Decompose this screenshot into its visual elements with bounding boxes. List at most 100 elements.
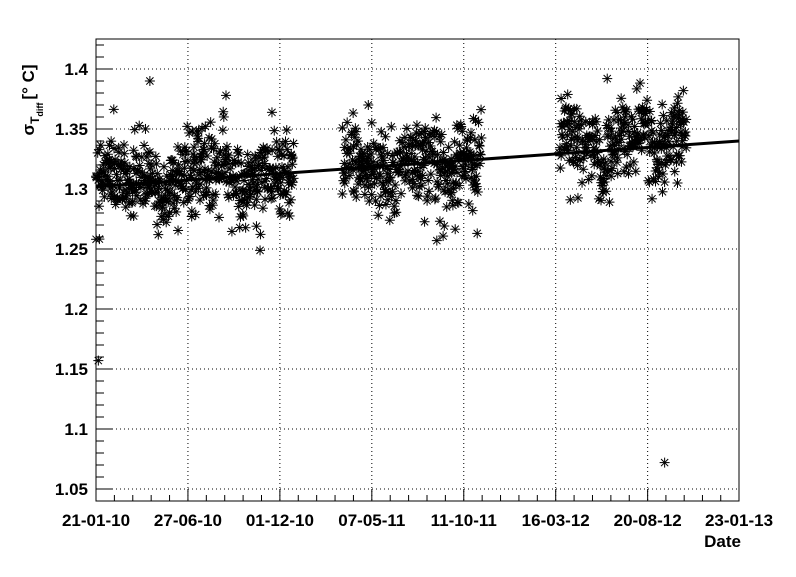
data-point <box>635 78 645 88</box>
data-point <box>135 160 145 170</box>
data-point <box>218 107 228 117</box>
data-point <box>624 169 634 179</box>
data-point <box>578 164 588 174</box>
data-point <box>572 104 582 114</box>
data-point <box>600 177 610 187</box>
data-point <box>476 133 486 143</box>
data-point <box>210 139 220 149</box>
data-point <box>657 99 667 109</box>
data-point <box>436 137 446 147</box>
data-point <box>129 211 139 221</box>
data-point <box>238 211 248 221</box>
data-point <box>375 171 385 181</box>
data-point <box>474 117 484 127</box>
data-point <box>602 74 612 84</box>
data-point <box>563 89 573 99</box>
data-point <box>342 117 352 127</box>
data-point <box>191 210 201 220</box>
data-point <box>601 186 611 196</box>
data-point <box>596 195 606 205</box>
y-tick-label: 1.4 <box>64 60 88 79</box>
data-point <box>289 173 299 183</box>
data-point <box>378 143 388 153</box>
y-tick-label: 1.15 <box>55 360 88 379</box>
data-point <box>151 151 161 161</box>
data-point <box>673 178 683 188</box>
data-point <box>426 169 436 179</box>
data-point <box>258 203 268 213</box>
data-point <box>442 202 452 212</box>
data-point <box>206 117 216 127</box>
x-tick-label: 21-01-10 <box>62 511 130 530</box>
data-point <box>396 189 406 199</box>
x-tick-label: 11-10-11 <box>431 511 497 530</box>
data-point <box>647 115 657 125</box>
data-point <box>380 132 390 142</box>
data-point <box>189 142 199 152</box>
data-point <box>468 206 478 216</box>
data-point <box>629 157 639 167</box>
data-point <box>613 169 623 179</box>
data-point <box>676 157 686 167</box>
data-point <box>385 172 395 182</box>
data-point <box>367 118 377 128</box>
data-point <box>412 120 422 130</box>
data-point <box>432 236 442 246</box>
data-point <box>680 127 690 137</box>
data-point <box>193 136 203 146</box>
data-point <box>363 100 373 110</box>
x-tick-label: 16-03-12 <box>522 511 590 530</box>
data-point <box>471 171 481 181</box>
data-point <box>414 191 424 201</box>
data-point <box>221 90 231 100</box>
data-point <box>675 151 685 161</box>
data-point <box>470 135 480 145</box>
data-point <box>402 123 412 133</box>
data-point <box>473 187 483 197</box>
data-point <box>658 187 668 197</box>
y-axis-subscript-diff: diff <box>35 102 45 117</box>
y-axis-unit: [° C] <box>19 64 38 99</box>
data-point <box>437 129 447 139</box>
data-point <box>605 123 615 133</box>
data-point <box>282 125 292 135</box>
x-axis-title: Date <box>704 532 741 551</box>
data-point <box>280 136 290 146</box>
data-point <box>556 93 566 103</box>
y-tick-label: 1.2 <box>64 300 88 319</box>
data-point <box>238 209 248 219</box>
data-point <box>214 212 224 222</box>
data-point <box>128 197 138 207</box>
data-point <box>140 124 150 134</box>
data-point <box>171 207 181 217</box>
data-point <box>284 198 294 208</box>
data-point <box>234 148 244 158</box>
data-point <box>222 142 232 152</box>
data-point <box>282 187 292 197</box>
data-point <box>420 217 430 227</box>
data-point <box>389 208 399 218</box>
y-axis-sigma: σ <box>19 124 38 136</box>
data-point <box>642 95 652 105</box>
data-point <box>269 126 279 136</box>
data-point <box>353 136 363 146</box>
data-point <box>185 191 195 201</box>
data-point <box>595 135 605 145</box>
data-point <box>376 127 386 137</box>
data-point <box>251 194 261 204</box>
data-point <box>616 93 626 103</box>
data-point <box>255 229 265 239</box>
x-tick-label: 01-12-10 <box>246 511 314 530</box>
data-point <box>472 228 482 238</box>
y-tick-label: 1.05 <box>55 480 88 499</box>
data-point <box>417 180 427 190</box>
data-point <box>681 114 691 124</box>
data-point <box>439 221 449 231</box>
data-point <box>622 105 632 115</box>
data-point <box>591 117 601 127</box>
data-point <box>390 180 400 190</box>
data-point <box>219 112 229 122</box>
data-point <box>628 114 638 124</box>
data-point <box>386 122 396 132</box>
